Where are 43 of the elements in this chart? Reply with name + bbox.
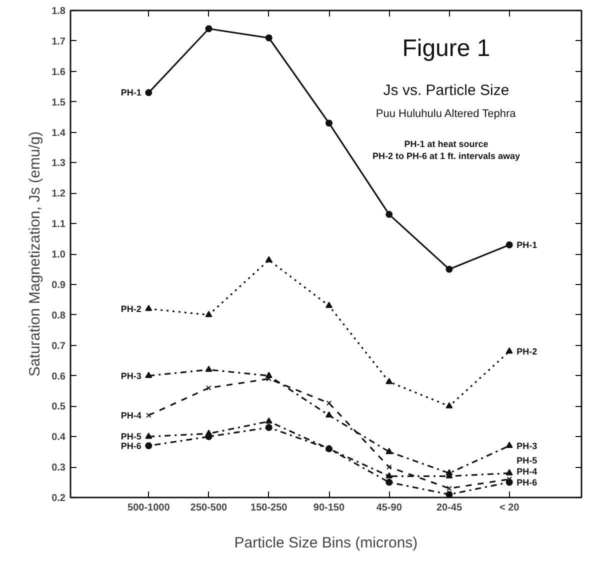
- x-tick-label: 500-1000: [128, 502, 170, 514]
- series-label: PH-4: [516, 466, 538, 476]
- y-tick-label: 1.3: [52, 158, 66, 170]
- annotation: PH-1 at heat source: [404, 138, 488, 149]
- y-tick-label: 1.4: [52, 128, 66, 139]
- text: PH-2: [516, 346, 538, 356]
- y-tick-label: 1.0: [52, 250, 66, 260]
- x-tick-label: 20-45: [436, 502, 462, 514]
- y-tick-label: 0.6: [52, 371, 66, 382]
- annotation: PH-2 to PH-6 at 1 ft. intervals away: [372, 151, 520, 162]
- y-tick-label: 0.8: [52, 310, 66, 322]
- y-tick-label: 1.7: [52, 36, 66, 48]
- x-tick-label: 150-250: [250, 502, 288, 514]
- text: Figure 1: [402, 35, 490, 62]
- y-tick-label: 0.4: [52, 432, 66, 444]
- series-label: PH-1: [120, 88, 142, 98]
- y-tick-label: 0.7: [52, 340, 66, 352]
- y-tick-label: 1.5: [52, 97, 66, 108]
- y-tick-label: 1.1: [52, 219, 66, 230]
- x-tick-label: 90-150: [313, 502, 346, 514]
- x-axis-title: Particle Size Bins (microns): [234, 534, 418, 552]
- series-label: PH-5: [120, 432, 142, 442]
- y-tick-label: 1.2: [52, 188, 66, 200]
- y-tick-label: 0.9: [52, 280, 66, 291]
- y-tick-label: 0.5: [52, 402, 66, 413]
- text: Js vs. Particle Size: [383, 82, 510, 99]
- annotation: Puu Huluhulu Altered Tephra: [376, 108, 517, 120]
- series-label: PH-3: [120, 370, 142, 381]
- series-label: PH-2: [120, 304, 142, 314]
- y-axis-title: Saturation Magnetization, Js (emu/g): [26, 131, 44, 377]
- series-label: PH-6: [120, 440, 142, 451]
- text: PH-4: [120, 410, 142, 420]
- text: PH-6: [516, 477, 538, 488]
- y-tick-label: 0.2: [52, 493, 66, 504]
- x-tick-label: 45-90: [376, 502, 402, 514]
- y-tick-label: 0.3: [52, 462, 66, 474]
- x-tick-label: < 20: [499, 502, 520, 514]
- text: PH-3: [516, 440, 538, 451]
- text: PH-1: [516, 240, 538, 250]
- y-tick-label: 1.6: [52, 66, 66, 78]
- text: PH-5: [516, 455, 538, 466]
- x-tick-label: 250-500: [190, 502, 228, 514]
- y-tick-label: 1.8: [52, 6, 66, 17]
